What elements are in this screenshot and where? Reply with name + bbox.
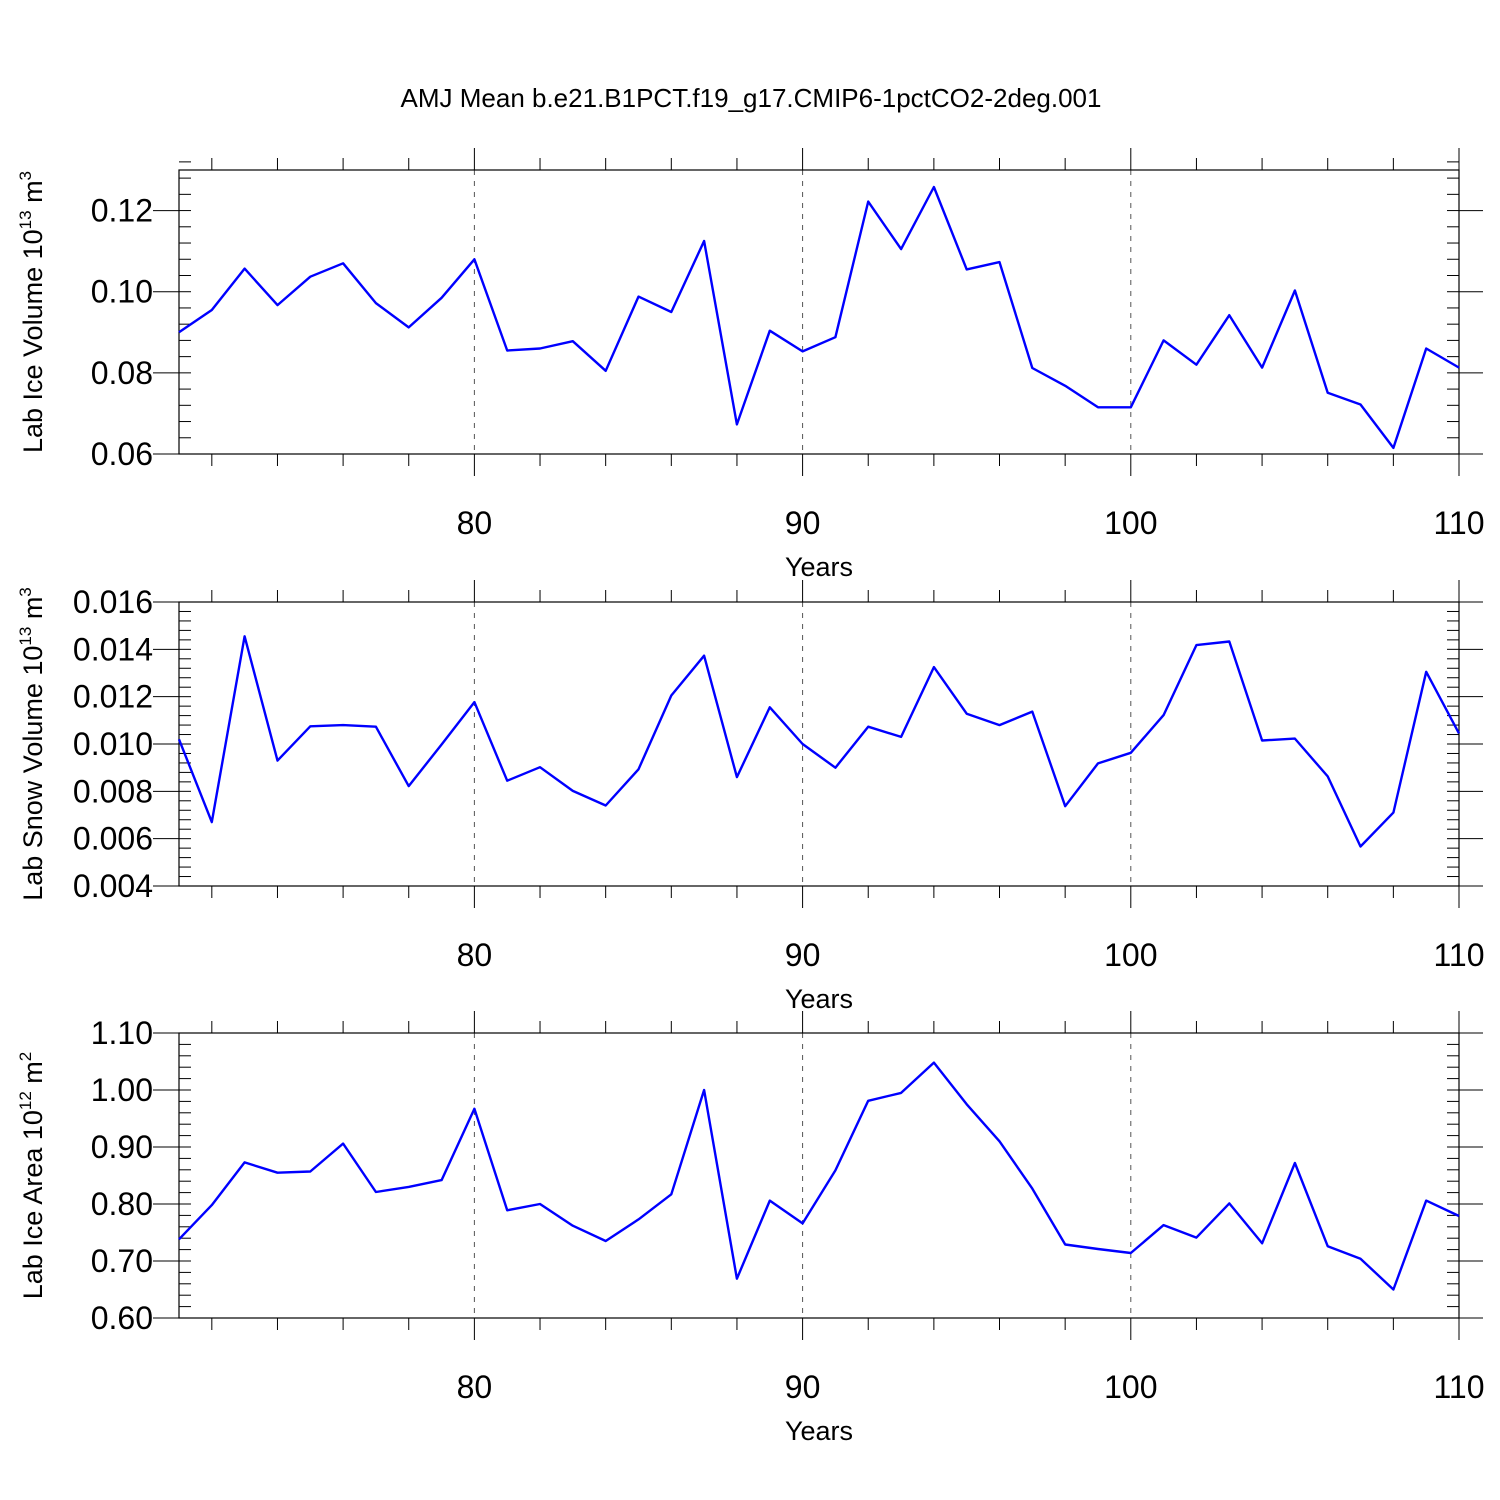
y-tick-label: 0.014 (73, 631, 153, 667)
panel-3: 0.60 0.70 0.80 0.90 1.00 1.10 80 90 100 110 Years L… (16, 1011, 1485, 1446)
y-tick-label: 0.12 (91, 193, 153, 229)
x-tick-label: 90 (785, 1369, 821, 1405)
x-tick-label: 80 (457, 1369, 493, 1405)
x-axis-label: Years (785, 1416, 853, 1446)
y-axis-label: Lab Snow Volume 1013 m3 (16, 587, 48, 901)
panels: 0.06 0.08 0.10 0.12 80 90 100 110 Years Lab Ice V… (16, 148, 1485, 1446)
y-tick-label: 0.60 (91, 1300, 153, 1336)
y-tick-label: 0.008 (73, 773, 153, 809)
x-axis-label: Years (785, 984, 853, 1014)
x-axis-label: Years (785, 552, 853, 582)
y-tick-label: 1.10 (91, 1015, 153, 1051)
y-tick-label: 0.06 (91, 436, 153, 472)
series-line (178, 185, 1460, 450)
x-tick-label: 100 (1104, 1369, 1157, 1405)
panel-2: 0.004 0.006 0.008 0.010 0.012 0.014 0.016 80 90 1… (16, 580, 1485, 1014)
series-line (177, 635, 1461, 848)
x-tick-label: 80 (457, 937, 493, 973)
panel-1: 0.06 0.08 0.10 0.12 80 90 100 110 Years Lab Ice V… (16, 148, 1485, 582)
y-tick-label: 1.00 (91, 1072, 153, 1108)
y-tick-label: 0.70 (91, 1243, 153, 1279)
figure-title: AMJ Mean b.e21.B1PCT.f19_g17.CMIP6-1pctC… (401, 83, 1102, 113)
y-tick-label: 0.80 (91, 1186, 153, 1222)
x-tick-label: 100 (1104, 937, 1157, 973)
y-tick-label: 0.10 (91, 274, 153, 310)
y-axis-label: Lab Ice Area 1012 m2 (16, 1052, 48, 1300)
y-tick-label: 0.006 (73, 821, 153, 857)
y-tick-label: 0.90 (91, 1129, 153, 1165)
y-tick-label: 0.016 (73, 584, 153, 620)
plot-frame (178, 1032, 1460, 1319)
y-tick-label: 0.012 (73, 679, 153, 715)
x-tick-label: 80 (457, 505, 493, 541)
y-axis-label: Lab Ice Volume 1013 m3 (16, 171, 48, 453)
y-tick-label: 0.08 (91, 355, 153, 391)
x-tick-label: 110 (1433, 505, 1484, 541)
y-tick-label: 0.010 (73, 726, 153, 762)
x-tick-label: 110 (1433, 937, 1484, 973)
x-tick-label: 90 (785, 505, 821, 541)
plot-frame (178, 601, 1460, 887)
y-tick-label: 0.004 (73, 868, 153, 904)
plot-frame (178, 169, 1460, 455)
x-tick-label: 100 (1104, 505, 1157, 541)
x-tick-label: 110 (1433, 1369, 1484, 1405)
series-line (178, 1061, 1460, 1291)
x-tick-label: 90 (785, 937, 821, 973)
